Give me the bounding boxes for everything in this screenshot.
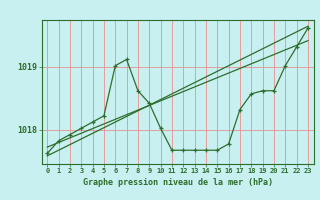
X-axis label: Graphe pression niveau de la mer (hPa): Graphe pression niveau de la mer (hPa) xyxy=(83,178,273,187)
